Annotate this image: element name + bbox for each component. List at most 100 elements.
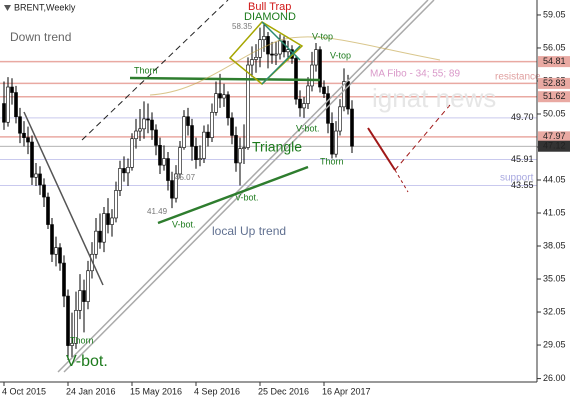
candle-body (318, 49, 322, 88)
y-tick-label: 32.05 (543, 306, 566, 316)
candle-body (346, 81, 350, 110)
up-trend-line (57, 0, 429, 373)
annotation: 58.35 (232, 22, 253, 31)
candle-body (78, 290, 82, 311)
candle-body (246, 64, 250, 148)
candle-body (110, 217, 114, 225)
candle-body (106, 213, 110, 225)
candle-body (274, 53, 278, 56)
candle-body (210, 112, 214, 138)
candle-body (162, 158, 166, 166)
annotation: MA Fibo - 34; 55; 89 (370, 69, 460, 80)
candle-body (286, 49, 290, 53)
candle-body (142, 118, 146, 130)
level-label: 51.62 (543, 91, 566, 101)
annotation: Thorn (70, 335, 94, 345)
candle-body (134, 130, 138, 140)
x-tick-label: 15 May 2016 (130, 386, 182, 396)
level-label: 52.83 (543, 78, 566, 88)
y-tick-label: 38.05 (543, 240, 566, 250)
drawings (23, 0, 451, 373)
candle-body (310, 64, 314, 87)
candle-body (350, 108, 354, 147)
candles (2, 22, 354, 360)
candle-body (94, 230, 98, 255)
candle-body (190, 125, 194, 147)
y-tick-label: 41.05 (543, 207, 566, 217)
candle-body (186, 116, 190, 126)
level-label: 43.55 (511, 180, 534, 190)
candle-body (46, 196, 50, 225)
candle-body (206, 131, 210, 138)
candle-body (18, 116, 22, 134)
candle-body (158, 145, 162, 166)
candle-body (218, 93, 222, 99)
annotation: Thorn (134, 65, 158, 75)
x-tick-label: 24 Jan 2016 (66, 386, 116, 396)
x-tick-label: 16 Apr 2017 (322, 386, 371, 396)
candle-body (154, 129, 158, 146)
level-label: 49.70 (511, 112, 534, 122)
candle-body (138, 128, 142, 132)
annotation: local Up trend (212, 224, 286, 238)
candle-body (254, 57, 258, 60)
watermark: ignat news (372, 83, 496, 113)
candle-body (42, 184, 46, 198)
candle-body (270, 53, 274, 56)
annotation: V-bot. (235, 192, 259, 202)
candle-body (226, 94, 230, 119)
candle-body (150, 119, 154, 131)
up-trend-line (63, 0, 435, 373)
current-price-label: 47.12 (543, 141, 566, 151)
candle-body (182, 116, 186, 148)
candle-body (6, 86, 10, 123)
level-label: 45.91 (511, 154, 534, 164)
annotation: Down trend (10, 30, 71, 44)
candle-body (118, 168, 122, 191)
level-label: 54.81 (543, 56, 566, 66)
candle-body (222, 94, 226, 99)
annotation: Thorn (320, 156, 344, 166)
annotation: 41.49 (147, 207, 168, 216)
level-label-box (538, 131, 570, 143)
x-tick-label: 4 Oct 2015 (2, 386, 46, 396)
candle-body (30, 141, 34, 178)
candle-body (54, 247, 58, 255)
x-tick-label: 4 Sep 2016 (194, 386, 240, 396)
thorn-line (129, 76, 321, 82)
candle-body (2, 103, 6, 123)
y-tick-label: 59.05 (543, 9, 566, 19)
candle-body (214, 93, 218, 113)
support-trend-line (157, 165, 309, 225)
candle-body (34, 173, 38, 178)
candle-body (178, 147, 182, 175)
annotation: V-bot. (296, 123, 320, 133)
y-tick-label: 56.05 (543, 42, 566, 52)
annotation: V-bot. (172, 219, 196, 229)
candle-body (230, 117, 234, 136)
candle-body (166, 158, 170, 181)
candle-body (14, 92, 18, 118)
annotations: BRENT,Weekly Down trend Bull Trap DIAMON… (4, 1, 541, 370)
annotation: DIAMOND (244, 11, 296, 23)
moving-average (149, 36, 441, 96)
candle-body (86, 270, 90, 302)
candle-body (262, 36, 266, 41)
candle-body (122, 168, 126, 174)
candle-body (242, 147, 246, 149)
candle-body (10, 86, 14, 93)
candle-body (250, 59, 254, 66)
level-label: 47.97 (543, 131, 566, 141)
diamond-line (261, 45, 301, 85)
annotation: V-top (330, 50, 351, 60)
candle-body (330, 123, 334, 155)
candle-body (26, 137, 30, 143)
down-trend-line (23, 111, 104, 286)
candle-body (306, 85, 310, 104)
annotation: 45.07 (175, 173, 196, 182)
symbol-label: BRENT,Weekly (14, 2, 76, 12)
y-tick-label: 26.00 (543, 373, 566, 383)
candle-body (198, 158, 202, 160)
